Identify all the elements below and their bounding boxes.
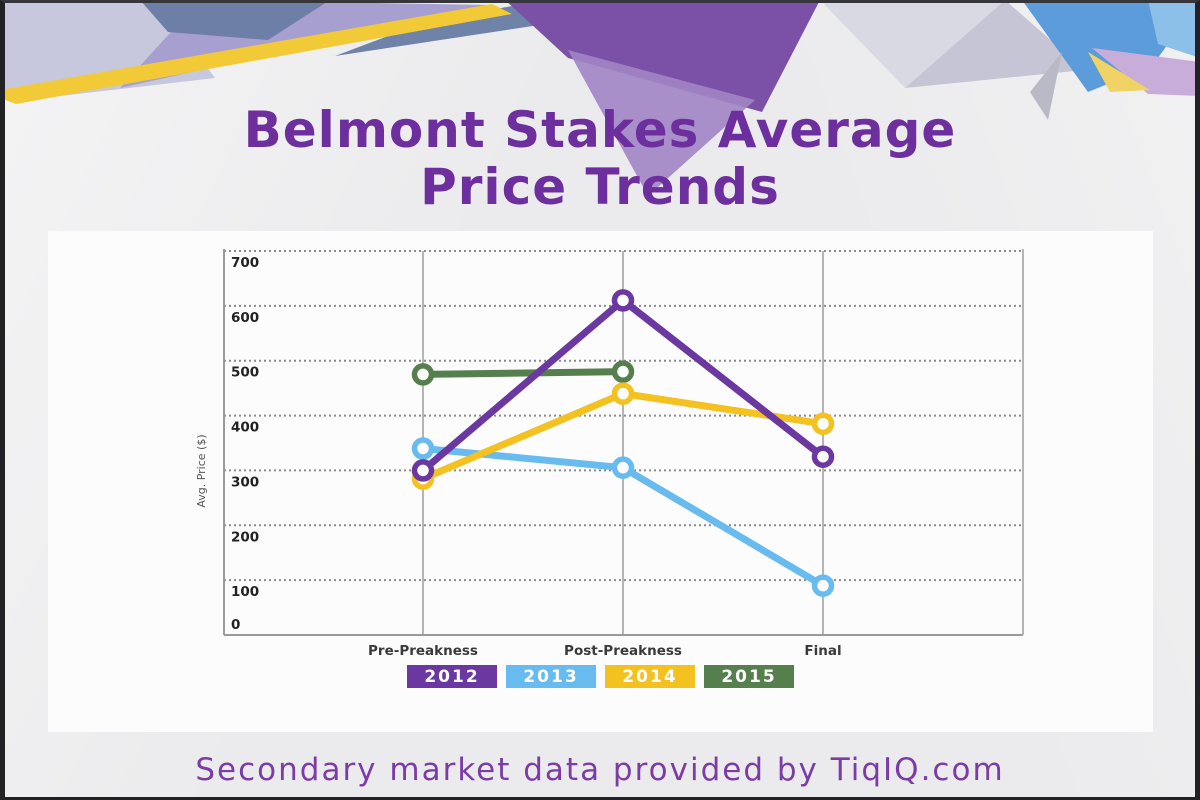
legend-item-label: 2013 — [523, 666, 579, 687]
data-point-2012 — [611, 289, 635, 312]
y-tick-label: 200 — [231, 529, 259, 545]
data-point-2014 — [611, 382, 635, 405]
legend-item-label: 2014 — [622, 666, 678, 687]
legend-item-label: 2015 — [721, 666, 777, 687]
legend-item-label: 2012 — [424, 666, 480, 687]
x-tick-label: Final — [804, 643, 841, 659]
footer-attribution: Secondary market data provided by TiqIQ.… — [195, 752, 1005, 788]
data-point-2013 — [611, 456, 635, 479]
data-point-2015 — [611, 360, 635, 383]
legend-item: 2012 — [407, 665, 497, 688]
page-title: Belmont Stakes Average Price Trends — [0, 102, 1200, 216]
chart-panel: 0 100 200 300 400 500 600 700 Pre-Preakness Post-… — [48, 231, 1153, 732]
legend-item: 2015 — [704, 665, 794, 688]
y-tick-label: 400 — [231, 420, 259, 436]
price-trends-chart: 0 100 200 300 400 500 600 700 Pre-Preakness Post-… — [195, 249, 1024, 659]
data-point-2013 — [411, 437, 435, 460]
y-tick-label: 0 — [231, 617, 240, 633]
chart-legend: 2012 2013 2014 2015 — [48, 665, 1153, 688]
legend-item: 2014 — [605, 665, 695, 688]
data-point-2014 — [811, 412, 835, 436]
x-tick-label: Pre-Preakness — [368, 643, 478, 659]
y-tick-label: 500 — [231, 365, 259, 381]
series-line-2015 — [419, 368, 627, 378]
legend-item: 2013 — [506, 665, 596, 688]
x-tick-label: Post-Preakness — [564, 643, 682, 659]
page-title-line2: Price Trends — [420, 158, 780, 216]
page-title-line1: Belmont Stakes Average — [243, 101, 957, 159]
data-point-2015 — [411, 363, 435, 386]
y-axis-title: Avg. Price ($) — [195, 434, 208, 507]
y-tick-label: 700 — [231, 255, 259, 271]
y-tick-label: 300 — [231, 474, 259, 490]
y-tick-label: 600 — [231, 310, 259, 326]
data-point-2013 — [811, 574, 835, 597]
data-point-2012 — [411, 459, 435, 482]
header-banner-graphic — [0, 0, 1200, 196]
data-point-2012 — [811, 445, 835, 468]
y-tick-label: 100 — [231, 584, 259, 600]
